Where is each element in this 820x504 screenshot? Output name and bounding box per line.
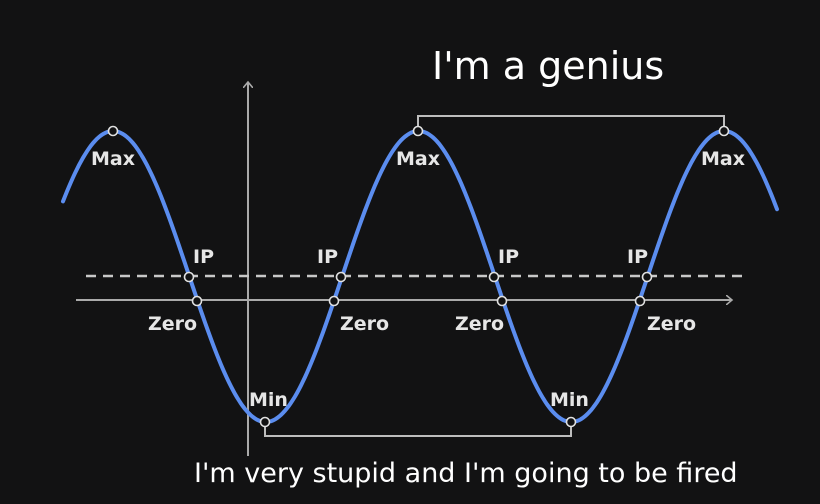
- max-points: [107, 125, 730, 137]
- ip-label: IP: [193, 246, 214, 268]
- max-point: [107, 125, 119, 137]
- ip-point: [641, 271, 653, 283]
- max-label: Max: [91, 148, 135, 170]
- zero-label: Zero: [647, 313, 696, 335]
- min-points: [259, 416, 577, 428]
- min-bracket: [264, 422, 572, 437]
- top-caption: I'm a genius: [432, 44, 665, 88]
- max-label: Max: [396, 148, 440, 170]
- min-label: Min: [550, 389, 589, 411]
- max-label: Max: [701, 148, 745, 170]
- zero-point: [328, 295, 340, 307]
- max-point: [412, 125, 424, 137]
- min-label: Min: [249, 389, 288, 411]
- zero-label: Zero: [455, 313, 504, 335]
- ip-point: [183, 271, 195, 283]
- bottom-caption: I'm very stupid and I'm going to be fire…: [194, 458, 738, 489]
- zero-points: [191, 295, 646, 307]
- zero-point: [496, 295, 508, 307]
- max-point: [718, 125, 730, 137]
- ip-points: [183, 271, 653, 283]
- max-bracket: [417, 115, 725, 130]
- zero-point: [634, 295, 646, 307]
- min-point: [259, 416, 271, 428]
- ip-point: [335, 271, 347, 283]
- ip-point: [488, 271, 500, 283]
- ip-label: IP: [317, 246, 338, 268]
- ip-label: IP: [498, 246, 519, 268]
- zero-label: Zero: [148, 313, 197, 335]
- ip-label: IP: [627, 246, 648, 268]
- zero-point: [191, 295, 203, 307]
- zero-label: Zero: [340, 313, 389, 335]
- min-point: [565, 416, 577, 428]
